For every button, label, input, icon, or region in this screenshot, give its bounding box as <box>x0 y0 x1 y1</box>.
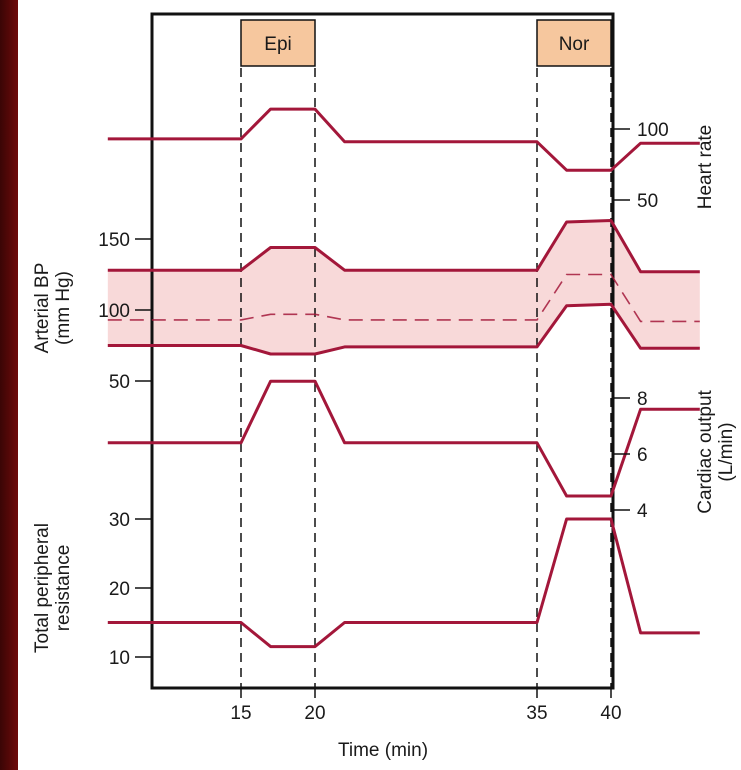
bp-range-band <box>107 220 700 354</box>
arterial-bp-tick-label: 150 <box>98 230 130 251</box>
event-label-nor: Nor <box>559 34 590 55</box>
plot-frame <box>150 12 615 690</box>
heart-rate-tick-label: 100 <box>637 120 669 141</box>
diastolic-line <box>107 302 700 356</box>
total-peripheral-resistance-tick-label: 10 <box>109 648 130 669</box>
event-box-nor <box>536 19 612 67</box>
cardiac-output-axis-title-line: Cardiac output <box>695 389 716 513</box>
slide: 50 100 50 100 150 4 6 8 10 20 30 15 20 35 40 Time (min… <box>18 0 741 770</box>
systolic-line <box>107 219 700 274</box>
arterial-bp-axis-title-line: (mm Hg) <box>53 271 74 345</box>
x-tick-label: 40 <box>600 703 621 724</box>
total-peripheral-resistance-tick-label: 20 <box>109 579 130 600</box>
total-peripheral-resistance-axis-title: Total peripheralresistance <box>32 523 74 653</box>
x-tick-label: 20 <box>304 703 325 724</box>
arterial-bp-tick-label: 50 <box>109 372 130 393</box>
x-tick-label: 35 <box>526 703 547 724</box>
total-peripheral-resistance-axis-title-line: resistance <box>53 545 74 632</box>
event-label-epi: Epi <box>264 34 291 55</box>
heart-rate-axis-title: Heart rate <box>695 125 716 209</box>
arterial-bp-axis-title: Arterial BP(mm Hg) <box>32 263 74 354</box>
cardiac-output-tick-label: 4 <box>637 501 648 522</box>
total-peripheral-resistance-axis-title-line: Total peripheral <box>32 523 53 653</box>
cardiac-output-axis-title-line: (L/min) <box>716 422 737 481</box>
mean-pressure-line <box>107 273 700 323</box>
heart-rate-axis-title-line: Heart rate <box>695 125 716 209</box>
cardiac-output-line <box>107 379 700 498</box>
arterial-bp-axis-title-line: Arterial BP <box>32 263 53 354</box>
event-box-epi <box>240 19 316 67</box>
cardiac-output-axis-title: Cardiac output(L/min) <box>695 389 737 513</box>
x-tick-label: 15 <box>230 703 251 724</box>
heart-rate-tick-label: 50 <box>637 191 658 212</box>
cardiovascular-response-chart: 50 100 50 100 150 4 6 8 10 20 30 15 20 35 40 Time (min… <box>32 12 737 761</box>
arterial-bp-tick-label: 100 <box>98 301 130 322</box>
cardiac-output-tick-label: 6 <box>637 445 648 466</box>
total-peripheral-resistance-tick-label: 30 <box>109 510 130 531</box>
x-axis-title: Time (min) <box>338 740 428 761</box>
cardiac-output-tick-label: 8 <box>637 389 648 410</box>
total-peripheral-resistance-line <box>107 517 700 649</box>
heart-rate-line <box>107 107 700 172</box>
